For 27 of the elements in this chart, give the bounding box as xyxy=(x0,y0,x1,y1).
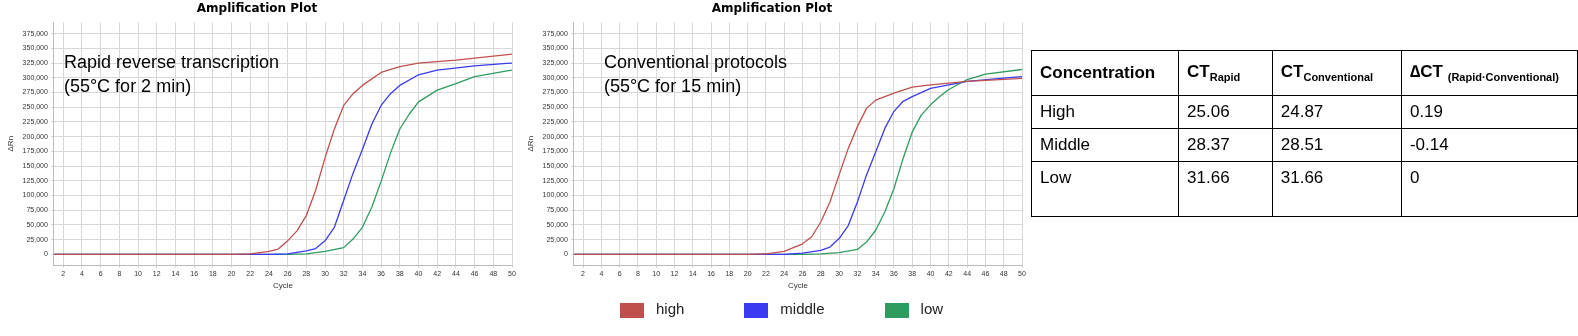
annotation: Conventional protocols (55°C for 15 min) xyxy=(603,52,788,97)
text: Middle xyxy=(1031,128,1179,162)
category-label: Concentration xyxy=(1031,50,1179,96)
text: 31.66 xyxy=(1178,161,1273,217)
annotation: Rapid reverse transcription (55°C for 2 min) xyxy=(63,52,280,97)
text: High xyxy=(1031,95,1179,129)
text: 31.66 xyxy=(1272,161,1402,217)
text: 24.87 xyxy=(1272,95,1402,129)
category-label: CT$_{Conventional}$ xyxy=(1272,50,1402,96)
legend-label: high xyxy=(656,300,685,317)
y-axis-title: ΔRn xyxy=(6,135,15,152)
x-axis-title: Cycle xyxy=(272,281,294,291)
y-axis-title: ΔRn xyxy=(526,135,535,152)
text: 25.06 xyxy=(1178,95,1273,129)
chart-title: Amplification Plot xyxy=(711,1,833,16)
legend-label: low xyxy=(920,300,944,317)
legend-label: middle xyxy=(780,300,825,317)
text: 0 xyxy=(1401,161,1578,217)
category-label: CT$_{Rapid}$ xyxy=(1178,50,1273,96)
text: 28.51 xyxy=(1272,128,1402,162)
text: -0.14 xyxy=(1401,128,1578,162)
x-axis-title: Cycle xyxy=(787,281,809,291)
text: Low xyxy=(1031,161,1179,217)
text: 0.19 xyxy=(1401,95,1578,129)
chart-title: Amplification Plot xyxy=(196,1,318,16)
category-label: ∆CT $_{(Rapid·Conventional)}$ xyxy=(1401,50,1578,96)
text: 28.37 xyxy=(1178,128,1273,162)
